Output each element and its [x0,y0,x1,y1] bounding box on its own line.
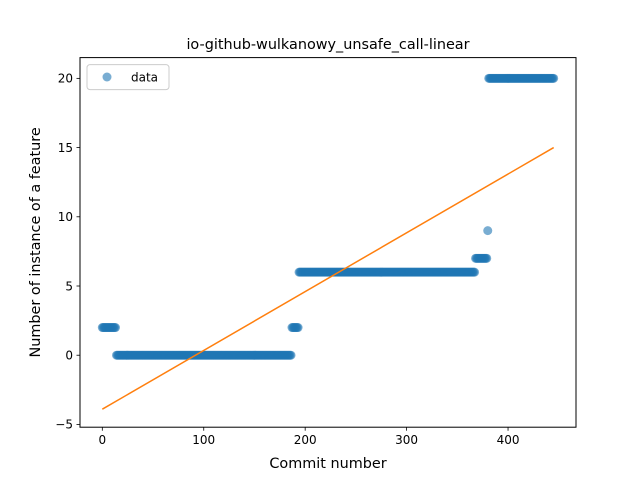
data-point [483,226,493,236]
legend-label-data: data [131,71,158,85]
x-tick-label: 0 [98,433,106,447]
y-tick-label: 5 [65,279,73,293]
data-point [111,323,120,333]
chart-title: io-github-wulkanowy_unsafe_call-linear [186,37,469,53]
y-tick-label: 10 [58,210,73,224]
legend-marker-data [102,72,112,82]
legend-frame [86,64,170,91]
x-tick-label: 300 [395,433,418,447]
data-point [293,323,303,333]
y-tick-label: 15 [58,141,73,155]
data-point [470,267,480,277]
x-axis-label: Commit number [269,456,386,472]
y-axis-label: Number of instance of a feature [28,127,44,357]
data-point [549,73,559,83]
data-point [482,253,492,263]
x-tick-label: 400 [497,433,520,447]
y-tick-label: 20 [58,72,73,86]
fit-line [101,146,555,410]
data-point [286,350,296,360]
legend: data [86,64,170,91]
x-tick-label: 200 [294,433,317,447]
axes-frame [79,57,577,428]
y-tick-label: −5 [55,418,73,432]
y-tick-label: 0 [65,349,73,363]
x-tick-label: 100 [192,433,215,447]
